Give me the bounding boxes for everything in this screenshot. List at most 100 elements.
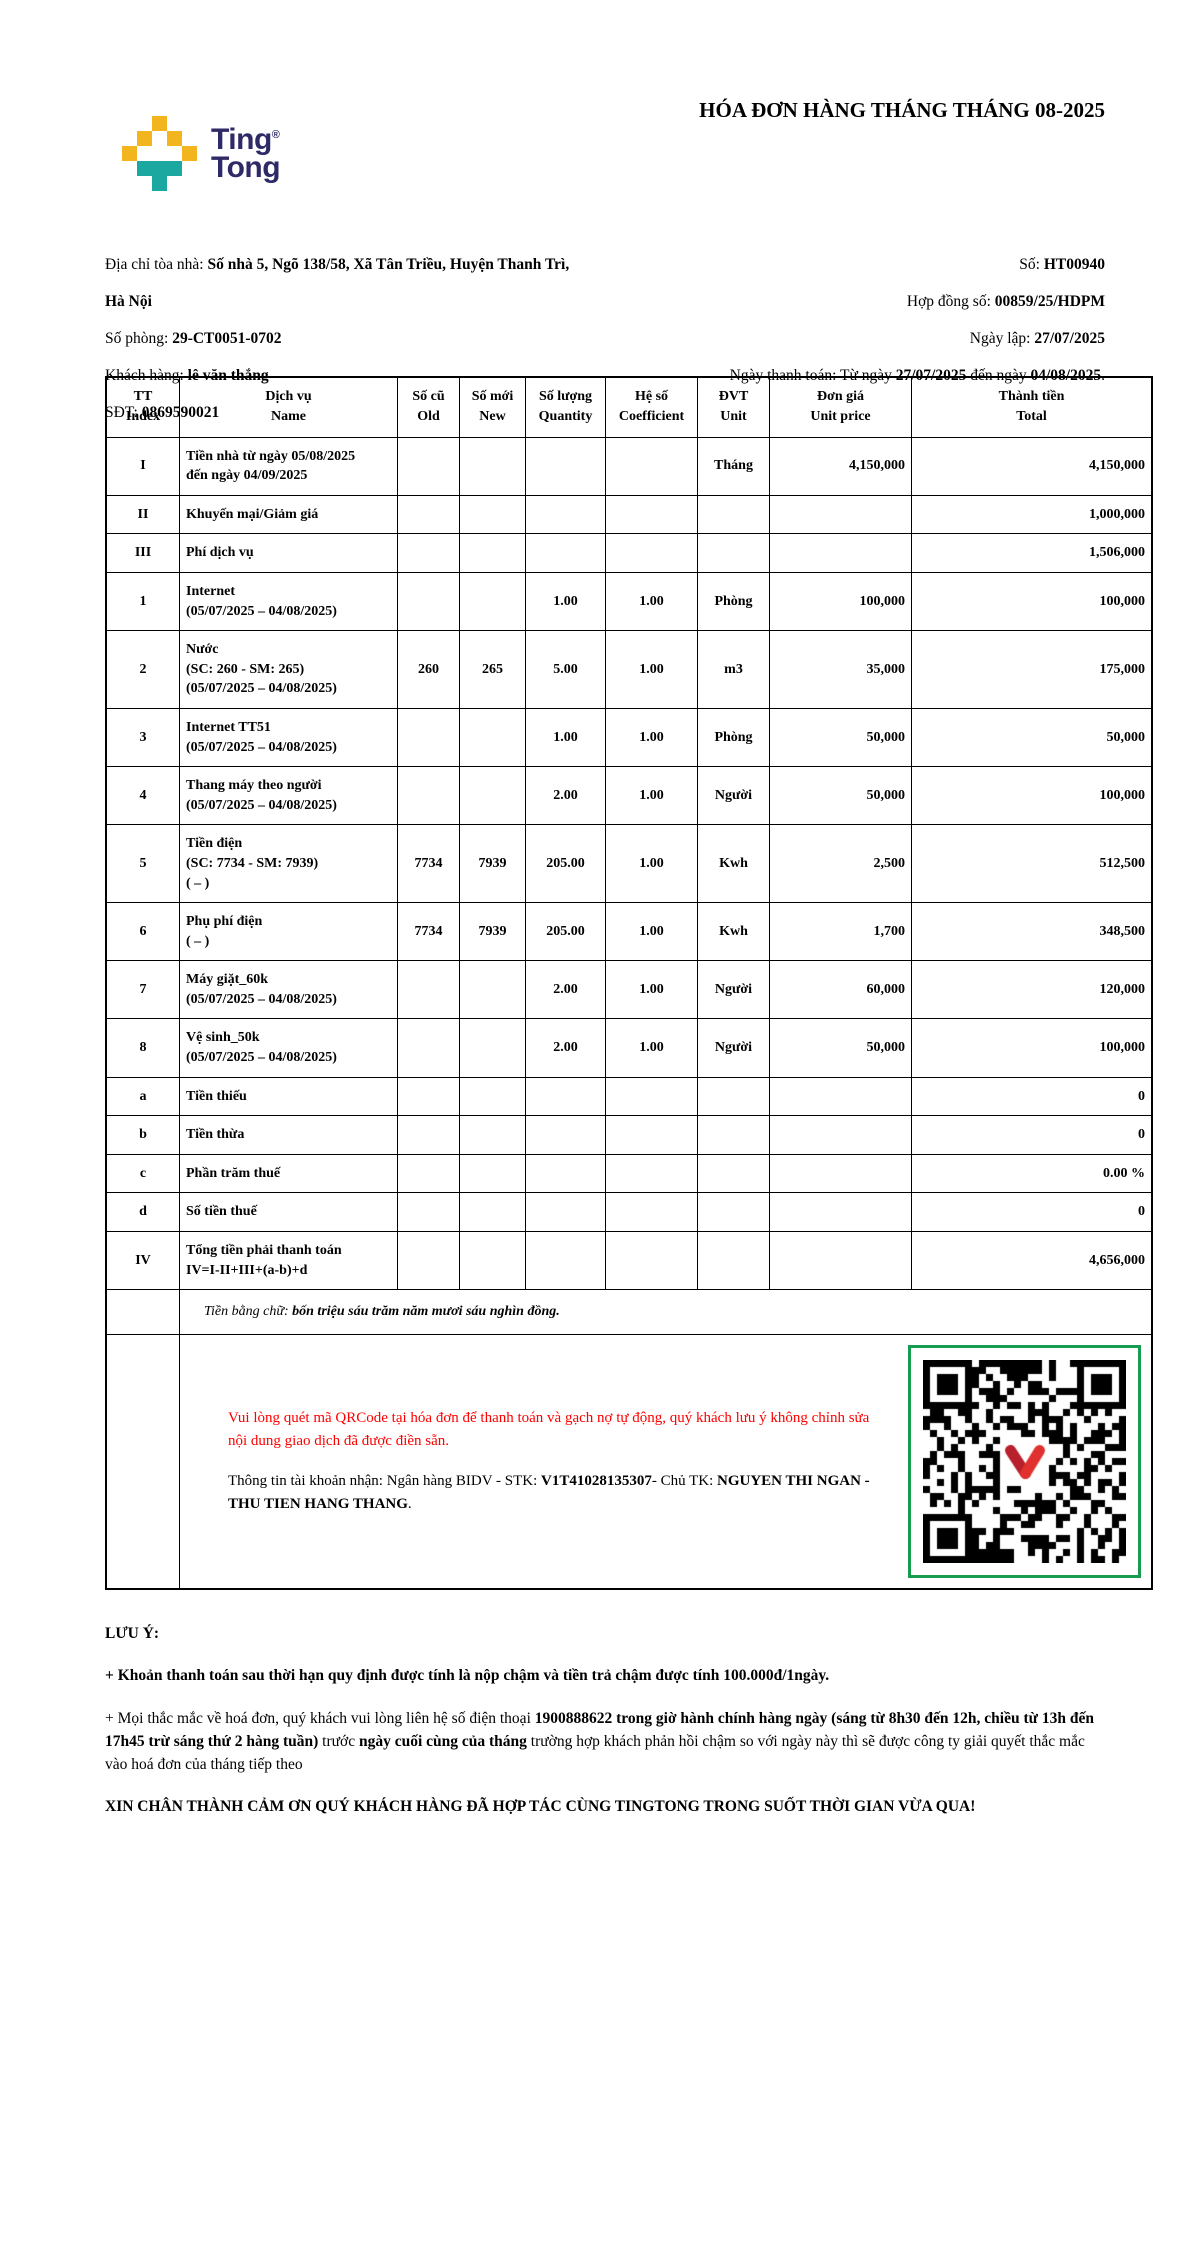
cell-total: 100,000 — [911, 571, 1153, 632]
tingtong-logo: Ting® Tong — [122, 116, 281, 191]
cell-name: Tiền nhà từ ngày 05/08/2025 đến ngày 04/… — [179, 436, 398, 496]
cell-coef — [605, 533, 698, 573]
cell-old — [397, 1231, 460, 1291]
cell-total: 348,500 — [911, 902, 1153, 962]
table-row: 5 Tiền điện (SC: 7734 - SM: 7939) ( – ) 77… — [105, 824, 1153, 904]
logo-pixel — [122, 161, 137, 176]
cell-coef — [605, 436, 698, 496]
cell-tt: 2 — [105, 630, 180, 709]
cell-unit — [697, 533, 770, 573]
cell-new — [459, 1115, 526, 1155]
cell-price: 4,150,000 — [769, 436, 912, 496]
cell-total: 175,000 — [911, 630, 1153, 709]
logo-pixel — [167, 116, 182, 131]
cell-old — [397, 571, 460, 632]
cell-coef — [605, 1231, 698, 1291]
cell-unit: m3 — [697, 630, 770, 709]
cell-price: 2,500 — [769, 824, 912, 904]
cell-old — [397, 1115, 460, 1155]
cell-new — [459, 766, 526, 826]
cell-new — [459, 707, 526, 768]
amount-in-words-cell: Tiền bằng chữ: bốn triệu sáu trăm năm mư… — [179, 1289, 1153, 1335]
table-row: 8 Vệ sinh_50k (05/07/2025 – 04/08/2025) 2.… — [105, 1018, 1153, 1078]
cell-new: 265 — [459, 630, 526, 709]
cell-new — [459, 1018, 526, 1078]
table-row: I Tiền nhà từ ngày 05/08/2025 đến ngày 04… — [105, 436, 1153, 496]
table-row: 1 Internet (05/07/2025 – 04/08/2025) 1.00 1… — [105, 571, 1153, 632]
cell-tt: 3 — [105, 707, 180, 768]
cell-tt: 8 — [105, 1018, 180, 1078]
column-header: Số lượng Quantity — [525, 376, 606, 438]
cell-name: Nước (SC: 260 - SM: 265) (05/07/2025 – 0… — [179, 630, 398, 709]
cell-name: Tổng tiền phải thanh toán IV=I-II+III+(a… — [179, 1231, 398, 1291]
tingtong-logo-text: Ting® Tong — [211, 122, 281, 184]
cell-coef: 1.00 — [605, 1018, 698, 1078]
table-row: b Tiền thừa 0 — [105, 1115, 1153, 1155]
cell-name: Internet (05/07/2025 – 04/08/2025) — [179, 571, 398, 632]
cell-qty — [525, 1076, 606, 1117]
cell-old — [397, 1153, 460, 1194]
logo-pixel — [182, 176, 197, 191]
thank-you-note: XIN CHÂN THÀNH CẢM ƠN QUÝ KHÁCH HÀNG ĐÃ … — [105, 1798, 976, 1816]
cell-unit — [697, 494, 770, 535]
logo-pixel — [167, 146, 182, 161]
logo-pixel — [122, 116, 137, 131]
cell-new: 7939 — [459, 902, 526, 962]
cell-coef — [605, 1115, 698, 1155]
cell-coef — [605, 1153, 698, 1194]
cell-qty — [525, 494, 606, 535]
cell-name: Phụ phí điện ( – ) — [179, 902, 398, 962]
cell-tt: b — [105, 1115, 180, 1155]
logo-pixel — [152, 161, 167, 176]
registered-mark: ® — [271, 128, 280, 141]
cell-total: 1,506,000 — [911, 533, 1153, 573]
cell-new: 7939 — [459, 824, 526, 904]
header-row: TT Index Dịch vụ Name Số cũ Old Số mới New S… — [105, 376, 1153, 438]
cell-qty — [525, 436, 606, 496]
logo-pixel — [152, 116, 167, 131]
table-row: 3 Internet TT51 (05/07/2025 – 04/08/2025)… — [105, 707, 1153, 768]
cell-total: 120,000 — [911, 960, 1153, 1020]
cell-total: 100,000 — [911, 1018, 1153, 1078]
cell-total: 0.00 % — [911, 1153, 1153, 1194]
table-row: II Khuyến mại/Giảm giá 1,000,000 — [105, 494, 1153, 535]
cell-qty: 205.00 — [525, 902, 606, 962]
qr-code — [923, 1359, 1126, 1563]
cell-new — [459, 1076, 526, 1117]
brand-line1: Ting — [211, 122, 272, 156]
cell-name: Internet TT51 (05/07/2025 – 04/08/2025) — [179, 707, 398, 768]
cell-new — [459, 1153, 526, 1194]
cell-old — [397, 494, 460, 535]
cell-price: 60,000 — [769, 960, 912, 1020]
cell-name: Tiền thiếu — [179, 1076, 398, 1117]
cell-price: 50,000 — [769, 1018, 912, 1078]
brand-line2: Tong — [211, 150, 281, 184]
logo-pixel — [152, 131, 167, 146]
logo-pixel — [182, 131, 197, 146]
cell-qty: 1.00 — [525, 707, 606, 768]
cell-total: 4,656,000 — [911, 1231, 1153, 1291]
logo-pixel — [182, 116, 197, 131]
cell-tt: III — [105, 533, 180, 573]
cell-coef — [605, 494, 698, 535]
table-row: 2 Nước (SC: 260 - SM: 265) (05/07/2025 – … — [105, 630, 1153, 709]
cell-tt: 6 — [105, 902, 180, 962]
cell-tt: d — [105, 1192, 180, 1233]
cell-price — [769, 1153, 912, 1194]
page-title: HÓA ĐƠN HÀNG THÁNG THÁNG 08-2025 — [699, 98, 1105, 122]
cell-qty: 1.00 — [525, 571, 606, 632]
cell-total: 0 — [911, 1115, 1153, 1155]
cell-new — [459, 494, 526, 535]
cell-price: 100,000 — [769, 571, 912, 632]
cell-coef: 1.00 — [605, 630, 698, 709]
table-row: IV Tổng tiền phải thanh toán IV=I-II+III+… — [105, 1231, 1153, 1291]
cell-price — [769, 494, 912, 535]
invoice-number: Số: HT00940 — [1019, 256, 1105, 273]
cell-qty: 205.00 — [525, 824, 606, 904]
invoice-table-header: TT Index Dịch vụ Name Số cũ Old Số mới New S… — [105, 376, 1153, 438]
logo-pixel — [137, 146, 152, 161]
column-header: Dịch vụ Name — [179, 376, 398, 438]
cell-price: 1,700 — [769, 902, 912, 962]
cell-qty — [525, 533, 606, 573]
